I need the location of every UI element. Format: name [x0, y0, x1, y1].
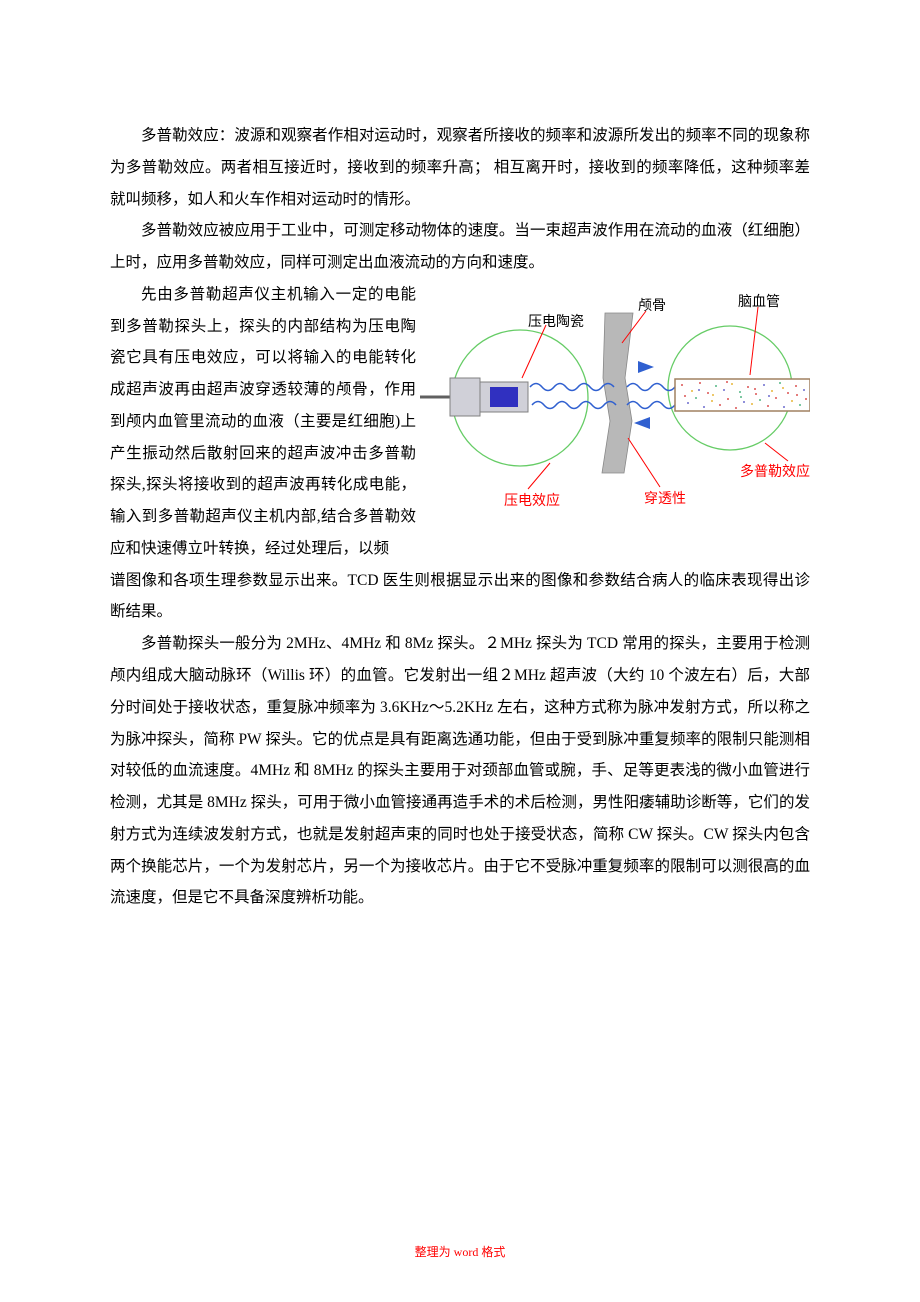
- label-vessel: 脑血管: [738, 289, 780, 318]
- paragraph-with-figure: 压电陶瓷 颅骨 脑血管 压电效应 穿透性 多普勒效应 先由多普勒超声仪主机输入一…: [110, 279, 810, 565]
- page-footer: 整理为 word 格式: [0, 1243, 920, 1260]
- label-doppler-effect: 多普勒效应: [740, 459, 810, 488]
- paragraph-4: 多普勒探头一般分为 2MHz、4MHz 和 8Mz 探头。２MHz 探头为 TC…: [110, 628, 810, 914]
- document-page: 多普勒效应：波源和观察者作相对运动时，观察者所接收的频率和波源所发出的频率不同的…: [0, 0, 920, 974]
- label-penetration: 穿透性: [644, 486, 686, 515]
- label-piezo-effect: 压电效应: [504, 488, 560, 517]
- doppler-diagram: 压电陶瓷 颅骨 脑血管 压电效应 穿透性 多普勒效应: [420, 283, 810, 508]
- paragraph-1: 多普勒效应：波源和观察者作相对运动时，观察者所接收的频率和波源所发出的频率不同的…: [110, 120, 810, 215]
- paragraph-2: 多普勒效应被应用于工业中，可测定移动物体的速度。当一束超声波作用在流动的血液（红…: [110, 215, 810, 279]
- label-skull: 颅骨: [638, 293, 666, 322]
- label-piezo-ceramic: 压电陶瓷: [528, 309, 584, 338]
- paragraph-3b: 谱图像和各项生理参数显示出来。TCD 医生则根据显示出来的图像和参数结合病人的临…: [110, 565, 810, 629]
